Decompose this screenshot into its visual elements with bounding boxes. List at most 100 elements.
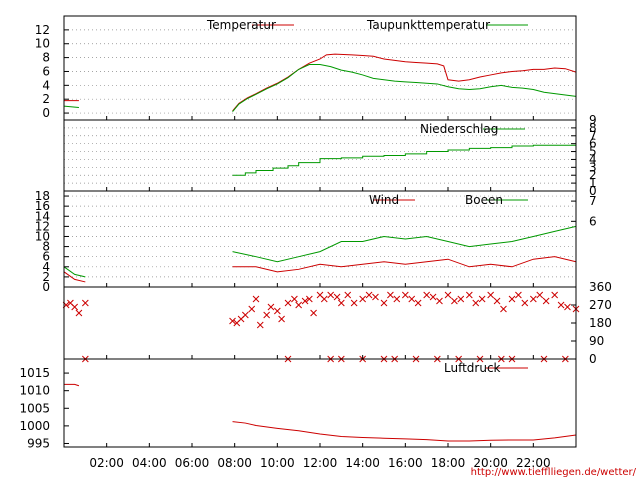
wind-direction-point-34	[387, 291, 394, 299]
series-line-temperature-0	[64, 53, 577, 112]
legend-label-temperature-0: Temperatur	[206, 18, 276, 32]
wind-direction-point-4	[81, 299, 89, 307]
wind-direction-point-45	[465, 291, 473, 299]
left-tick-label-temperature-1: 2	[42, 92, 50, 106]
wind-direction-point-42	[444, 291, 452, 299]
x-tick-label-4: 10:00	[260, 456, 295, 470]
wind-direction-point-35	[393, 295, 401, 303]
wind-direction-point-52	[515, 291, 522, 299]
wind-direction-point-36	[401, 291, 409, 299]
panel-frame-wind-direction	[63, 286, 577, 360]
wind-direction-point-20	[301, 297, 309, 305]
right-tick-label-precipitation-7: 7	[589, 129, 597, 143]
wind-direction-point-33	[380, 299, 388, 307]
wind-direction-point-51	[508, 295, 516, 303]
right-tick-label-precipitation-0: 0	[589, 184, 597, 198]
right-tick-label-precipitation-5: 5	[589, 145, 597, 159]
wind-direction-point-15	[273, 307, 281, 315]
grid-layer	[64, 29, 576, 278]
x-tick-label-10: 22:00	[516, 456, 551, 470]
wind-direction-point-57	[551, 291, 559, 299]
wind-direction-point-53	[521, 299, 529, 307]
series-line-wind-0	[63, 256, 577, 283]
wind-direction-point-31	[365, 291, 373, 299]
left-tick-label-temperature-5: 10	[35, 37, 50, 51]
wind-direction-point-28	[344, 291, 352, 299]
credit-link[interactable]: http://www.tiefflliegen.de/wetter/	[471, 467, 637, 478]
wind-direction-point-50	[500, 305, 507, 313]
wind-direction-point-44	[457, 295, 465, 303]
wind-direction-point-30	[359, 295, 367, 303]
wind-direction-point-2	[71, 303, 79, 311]
wind-direction-point-25	[327, 291, 335, 299]
right-tick-label-precipitation-4: 4	[589, 152, 597, 166]
left-tick-label-temperature-0: 0	[42, 106, 50, 120]
left-tick-label-temperature-2: 4	[42, 78, 50, 92]
wind-direction-point-13	[263, 311, 271, 319]
left-tick-label-wind-8: 16	[35, 199, 50, 213]
wind-direction-point-39	[423, 291, 431, 299]
wind-direction-point-56	[542, 297, 550, 305]
wind-direction-point-29	[350, 299, 358, 307]
right-tick-label-precipitation-2: 2	[589, 168, 597, 182]
left-tick-label-pressure-1: 1000	[19, 419, 50, 433]
left-tick-label-wind-9: 18	[35, 189, 50, 203]
legend-label-wind-1: Boeen	[465, 193, 503, 207]
x-tick-label-6: 14:00	[345, 456, 380, 470]
x-tick-label-8: 18:00	[431, 456, 466, 470]
x-tick-label-1: 04:00	[132, 456, 167, 470]
x-tick-label-7: 16:00	[388, 456, 423, 470]
left-tick-label-temperature-3: 6	[42, 64, 50, 78]
right-tick-label-precipitation-3: 3	[589, 160, 597, 174]
left-tick-label-wind-1: 2	[42, 270, 50, 284]
right-tick-label-wind-direction-0: 0	[589, 352, 597, 366]
wind-direction-point-41	[436, 297, 443, 305]
wind-direction-point-19	[295, 301, 303, 309]
wind-direction-point-55	[536, 291, 544, 299]
x-tick-label-9: 20:00	[473, 456, 508, 470]
wind-direction-point-10	[248, 305, 256, 313]
left-tick-label-wind-5: 10	[35, 229, 50, 243]
series-line-temperature-1	[63, 64, 577, 113]
x-tick-label-3: 08:00	[217, 456, 252, 470]
series-line-wind-1	[63, 225, 577, 278]
left-tick-label-pressure-4: 1015	[19, 366, 50, 380]
left-tick-label-pressure-2: 1005	[19, 401, 50, 415]
wind-direction-point-21	[305, 295, 313, 303]
wind-direction-point-38	[414, 299, 422, 307]
wind-direction-point-59	[564, 303, 571, 311]
right-tick-label-precipitation-6: 6	[589, 137, 597, 151]
wind-direction-point-26	[333, 293, 341, 301]
wind-direction-point-17	[284, 299, 292, 307]
wind-direction-point-18	[291, 295, 298, 303]
panel-frame-precipitation	[63, 119, 577, 192]
wind-direction-point-37	[408, 295, 416, 303]
wind-direction-point-11	[252, 295, 260, 303]
frame-layer	[63, 15, 577, 448]
wind-direction-point-49	[493, 297, 501, 305]
right-tick-label-precipitation-9: 9	[589, 113, 597, 127]
wind-direction-point-27	[337, 299, 345, 307]
left-tick-label-wind-0: 0	[42, 280, 50, 294]
wind-direction-point-32	[372, 293, 379, 301]
wind-direction-point-16	[278, 315, 285, 323]
left-tick-label-pressure-0: 995	[27, 436, 50, 450]
wind-direction-point-54	[529, 295, 537, 303]
wind-direction-point-3	[75, 309, 83, 317]
right-tick-label-wind-direction-4: 360	[589, 280, 612, 294]
right-tick-label-wind-direction-2: 180	[589, 316, 612, 330]
right-tick-label-wind-direction-1: 90	[589, 334, 604, 348]
left-tick-label-temperature-4: 8	[42, 51, 50, 65]
x-tick-label-0: 02:00	[89, 456, 124, 470]
x-tick-label-2: 06:00	[175, 456, 210, 470]
wind-direction-point-47	[478, 295, 486, 303]
wind-direction-point-40	[429, 293, 437, 301]
panel-frame-temperature	[63, 15, 577, 121]
wind-direction-point-24	[320, 295, 328, 303]
wind-direction-point-43	[451, 297, 458, 305]
x-tick-label-5: 12:00	[303, 456, 338, 470]
left-tick-label-wind-7: 14	[35, 209, 50, 223]
